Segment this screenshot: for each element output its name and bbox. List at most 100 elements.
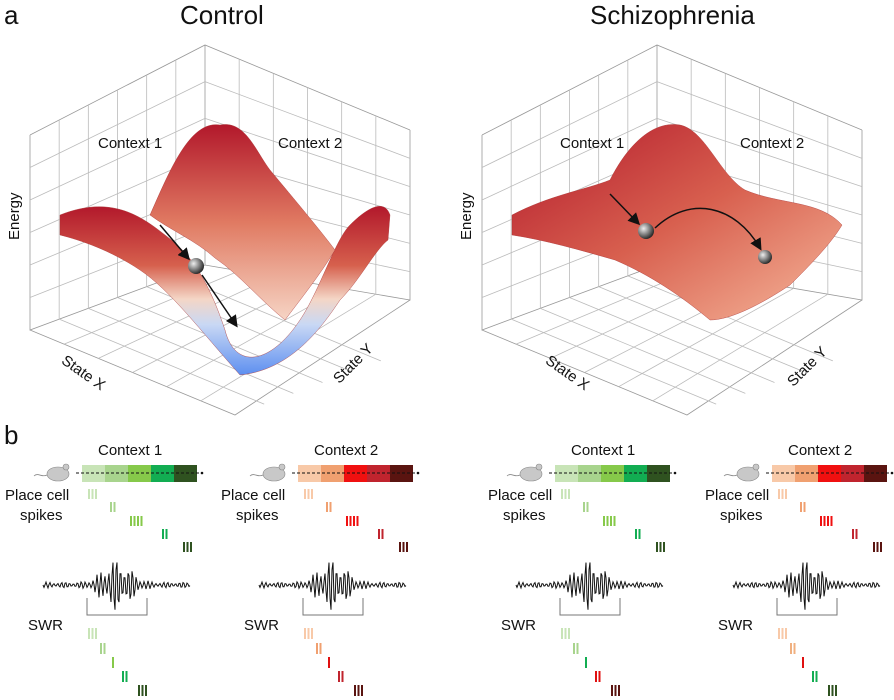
place-cell-spike	[186, 542, 189, 552]
swr-replay-spike	[311, 628, 313, 639]
swr-replay-spike	[103, 643, 106, 654]
place-cell-spike	[304, 489, 306, 499]
swr-replay-spike	[100, 643, 102, 654]
place-cell-spike	[778, 489, 780, 499]
place-cell-spike	[353, 516, 355, 526]
place-cell-spike	[880, 542, 882, 552]
place-cell-spike	[561, 489, 563, 499]
place-cell-spike	[91, 489, 94, 499]
control-central-peak	[149, 124, 336, 321]
swr-replay-spike	[793, 643, 796, 654]
place-cell-label: Place cell	[221, 487, 286, 504]
swr-replay-spike	[95, 628, 97, 639]
place-cell-spike	[603, 516, 605, 526]
swr-label: SWR	[501, 617, 536, 634]
place-cell-spike	[638, 529, 641, 539]
swr-replay-spike	[585, 657, 587, 668]
swr-replay-spike	[138, 685, 140, 696]
place-cell-spike	[785, 489, 787, 499]
swr-replay-spike	[835, 685, 837, 696]
swr-replay-spike	[815, 671, 818, 682]
place-cell-spike	[855, 529, 858, 539]
place-cell-spike	[165, 529, 168, 539]
track-segment	[864, 465, 887, 482]
swr-replay-spike	[790, 643, 792, 654]
swr-replay-spike	[831, 685, 834, 696]
swr-replay-spike	[328, 657, 330, 668]
place-cell-spike	[564, 489, 567, 499]
place-cell-spike	[656, 542, 658, 552]
mouse-icon	[506, 463, 543, 482]
place-cell-spike	[827, 516, 829, 526]
swr-replay-spike	[125, 671, 128, 682]
place-cell-spike	[800, 502, 802, 512]
swr-replay-spike	[564, 628, 567, 639]
swr-replay-spike	[122, 671, 124, 682]
schizophrenia-state-ball-2	[758, 250, 772, 264]
schizophrenia-context1-label: Context 1	[560, 135, 625, 152]
swr-replay-spike	[304, 628, 306, 639]
swr-replay-spike	[812, 671, 814, 682]
place-cell-spike	[606, 516, 609, 526]
place-cell-spike	[88, 489, 90, 499]
swr-replay-spike	[112, 657, 114, 668]
track-segment	[174, 465, 197, 482]
swr-replay-spike	[561, 628, 563, 639]
place-cell-spike	[311, 489, 313, 499]
place-cell-label: Place cell	[705, 487, 770, 504]
replay-group-4	[723, 463, 894, 696]
place-cell-label: Place cell	[5, 487, 70, 504]
place-cell-spike	[876, 542, 879, 552]
spikes-label: spikes	[20, 507, 63, 524]
place-cell-spike	[110, 502, 112, 512]
place-cell-spike	[95, 489, 97, 499]
schizophrenia-arrow-in	[609, 193, 641, 226]
place-cell-spike	[346, 516, 348, 526]
swr-replay-spike	[316, 643, 318, 654]
mouse-icon	[249, 463, 286, 482]
control-context1-label: Context 1	[98, 135, 163, 152]
sharp-wave-ripple-trace	[732, 562, 881, 610]
panel-b-letter: b	[4, 420, 19, 450]
place-cell-spike	[586, 502, 589, 512]
swr-replay-spike	[145, 685, 147, 696]
swr-replay-spike	[354, 685, 356, 696]
swr-replay-spike	[573, 643, 575, 654]
place-cell-spike	[130, 516, 132, 526]
swr-replay-spike	[828, 685, 830, 696]
sharp-wave-ripple-trace	[515, 562, 664, 610]
schizophrenia-title: Schizophrenia	[590, 0, 755, 30]
swr-bracket	[302, 598, 364, 616]
swr-replay-spike	[91, 628, 94, 639]
swr-replay-spike	[568, 628, 570, 639]
replay-group-1	[33, 463, 204, 696]
schizophrenia-transition-arrow	[654, 207, 762, 251]
place-cell-spike	[133, 516, 136, 526]
place-cell-spike	[635, 529, 637, 539]
place-cell-spike	[162, 529, 164, 539]
panel-a-plots	[29, 44, 863, 416]
swr-replay-spike	[802, 657, 804, 668]
swr-replay-spike	[361, 685, 363, 696]
swr-replay-spike	[319, 643, 322, 654]
track-context-label: Context 2	[788, 442, 853, 459]
track-context-label: Context 1	[571, 442, 636, 459]
control-arrow-out	[201, 274, 238, 328]
place-cell-spike	[803, 502, 806, 512]
place-cell-spike	[781, 489, 784, 499]
swr-replay-spike	[611, 685, 613, 696]
track-segment	[818, 465, 841, 482]
place-cell-spike	[610, 516, 612, 526]
track-segment	[344, 465, 367, 482]
swr-replay-spike	[576, 643, 579, 654]
place-cell-spike	[852, 529, 854, 539]
spikes-label: spikes	[503, 507, 546, 524]
track-context-label: Context 2	[314, 442, 379, 459]
control-context2-label: Context 2	[278, 135, 343, 152]
place-cell-spike	[873, 542, 875, 552]
swr-label: SWR	[718, 617, 753, 634]
swr-replay-spike	[595, 671, 597, 682]
swr-replay-spike	[778, 628, 780, 639]
